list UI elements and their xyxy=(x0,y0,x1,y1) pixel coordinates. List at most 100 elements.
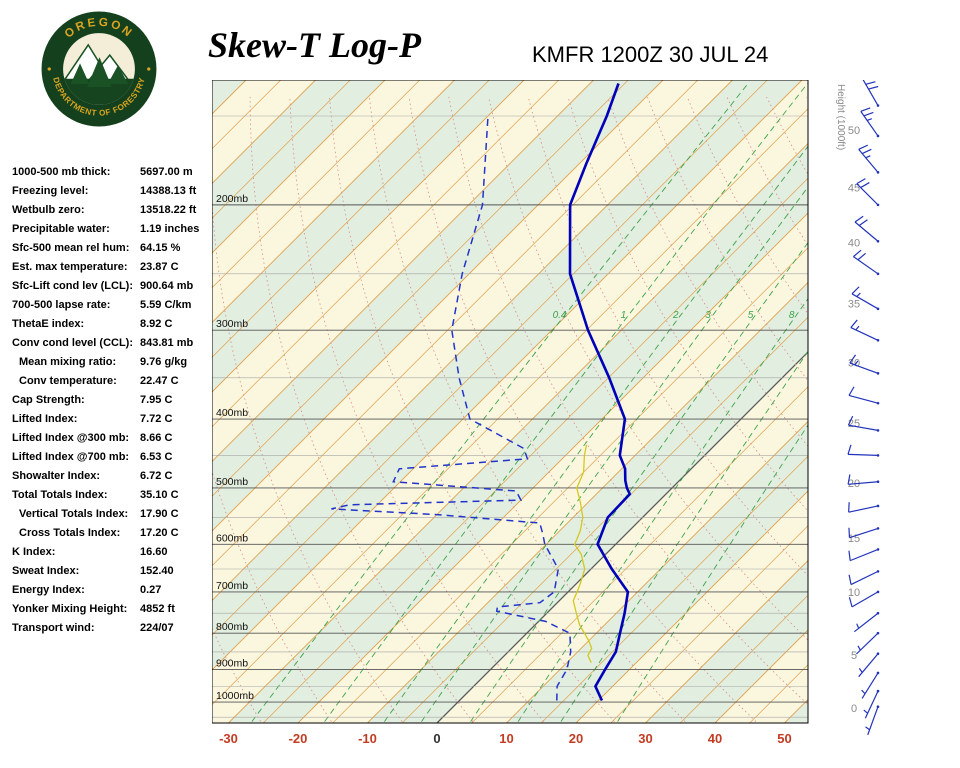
station-datetime: KMFR 1200Z 30 JUL 24 xyxy=(532,42,769,67)
stat-row: Sfc-Lift cond lev (LCL): 900.64 mb xyxy=(12,277,212,296)
stat-row: Transport wind: 224/07 xyxy=(12,619,212,638)
stat-value: 7.72 C xyxy=(140,413,173,425)
chart-border xyxy=(212,80,809,724)
svg-text:10: 10 xyxy=(848,587,860,599)
stat-label: Lifted Index @700 mb: xyxy=(12,451,130,463)
stat-row: Freezing level: 14388.13 ft xyxy=(12,182,212,201)
stat-row: Cross Totals Index: 17.20 C xyxy=(12,524,212,543)
svg-text:400mb: 400mb xyxy=(216,407,248,419)
stat-value: 6.72 C xyxy=(140,470,173,482)
svg-text:600mb: 600mb xyxy=(216,532,248,544)
stat-row: 1000-500 mb thick: 5697.00 m xyxy=(12,163,212,182)
stat-value: 843.81 mb xyxy=(140,337,194,349)
stat-value: 13518.22 ft xyxy=(140,204,197,216)
svg-text:300mb: 300mb xyxy=(216,318,248,330)
svg-text:200mb: 200mb xyxy=(216,193,248,205)
svg-text:-30: -30 xyxy=(219,731,238,746)
stat-row: Precipitable water: 1.19 inches xyxy=(12,220,212,239)
tree-icon xyxy=(87,57,112,87)
svg-text:5: 5 xyxy=(748,310,754,321)
wetbulb-curve xyxy=(572,444,593,663)
stat-value: 23.87 C xyxy=(140,261,179,273)
skewt-svg: 200mb 300mb 400mb 500mb 600mb 700mb 800mb 900mb… xyxy=(212,80,880,746)
stat-label: Showalter Index: xyxy=(12,470,101,482)
stat-value: 16.60 xyxy=(140,546,168,558)
svg-text:30: 30 xyxy=(638,731,652,746)
stat-row: K Index: 16.60 xyxy=(12,543,212,562)
stat-row: Showalter Index: 6.72 C xyxy=(12,467,212,486)
stat-value: 8.92 C xyxy=(140,318,173,330)
stats-panel: 1000-500 mb thick: 5697.00 m Freezing leve… xyxy=(12,163,212,638)
logo-dot xyxy=(147,67,151,71)
stat-row: Yonker Mixing Height: 4852 ft xyxy=(12,600,212,619)
svg-text:40: 40 xyxy=(708,731,722,746)
svg-text:30: 30 xyxy=(848,357,860,369)
x-axis-labels: -30 -20 -10 0 10 20 30 40 50 xyxy=(219,731,792,746)
svg-text:8: 8 xyxy=(789,310,795,321)
svg-text:0.4: 0.4 xyxy=(553,310,567,321)
stat-label: Cross Totals Index: xyxy=(19,527,121,539)
stat-value: 7.95 C xyxy=(140,394,173,406)
svg-text:35: 35 xyxy=(848,298,860,310)
page-title: Skew-T Log-P xyxy=(208,25,421,65)
stat-label: Freezing level: xyxy=(12,185,89,197)
stat-row: Sfc-500 mean rel hum: 64.15 % xyxy=(12,239,212,258)
stat-label: Sweat Index: xyxy=(12,565,80,577)
svg-text:800mb: 800mb xyxy=(216,621,248,633)
dewpoint-curve xyxy=(331,115,572,701)
svg-text:0: 0 xyxy=(851,703,857,715)
stat-value: 1.19 inches xyxy=(140,223,200,235)
stat-value: 8.66 C xyxy=(140,432,173,444)
stat-label: Precipitable water: xyxy=(12,223,110,235)
svg-text:50: 50 xyxy=(848,125,860,137)
svg-text:20: 20 xyxy=(569,731,583,746)
pressure-gridlines xyxy=(212,115,808,718)
odf-logo: OREGON DEPARTMENT OF FORESTRY xyxy=(41,11,157,127)
svg-text:10: 10 xyxy=(499,731,513,746)
svg-text:5: 5 xyxy=(851,650,857,662)
svg-text:15: 15 xyxy=(848,533,860,545)
stat-value: 9.76 g/kg xyxy=(140,356,188,368)
stat-label: 700-500 lapse rate: xyxy=(12,299,111,311)
stat-value: 35.10 C xyxy=(140,489,179,501)
svg-text:40: 40 xyxy=(848,238,860,250)
stat-row: Lifted Index @300 mb: 8.66 C xyxy=(12,429,212,448)
pressure-labels: 200mb 300mb 400mb 500mb 600mb 700mb 800mb 900mb… xyxy=(216,193,254,702)
temperature-curve xyxy=(568,83,632,702)
tree-icon xyxy=(70,63,90,84)
stat-label: Conv temperature: xyxy=(19,375,117,387)
stat-value: 17.20 C xyxy=(140,527,179,539)
chart-body xyxy=(212,80,808,723)
stat-label: Energy Index: xyxy=(12,584,85,596)
stat-row: ThetaE index: 8.92 C xyxy=(12,315,212,334)
stat-value: 224/07 xyxy=(140,622,174,634)
stat-label: Lifted Index @300 mb: xyxy=(12,432,130,444)
stat-label: Lifted Index: xyxy=(12,413,78,425)
stat-value: 900.64 mb xyxy=(140,280,194,292)
svg-text:-10: -10 xyxy=(358,731,377,746)
stat-label: Sfc-500 mean rel hum: xyxy=(12,242,130,254)
stat-row: 700-500 lapse rate: 5.59 C/km xyxy=(12,296,212,315)
dry-adiabats xyxy=(212,96,808,722)
stat-label: Mean mixing ratio: xyxy=(19,356,117,368)
stat-value: 64.15 % xyxy=(140,242,181,254)
stat-row: Energy Index: 0.27 xyxy=(12,581,212,600)
svg-text:-20: -20 xyxy=(289,731,308,746)
mixing-ratio-labels: 0.4 1 2 3 5 8 xyxy=(553,310,795,321)
tree-icon xyxy=(107,65,129,84)
stat-label: Total Totals Index: xyxy=(12,489,108,501)
isotherm-bands xyxy=(212,80,808,723)
stat-label: Cap Strength: xyxy=(12,394,85,406)
logo-dot xyxy=(47,67,51,71)
stat-label: Conv cond level (CCL): xyxy=(12,337,134,349)
stat-row: Conv cond level (CCL): 843.81 mb xyxy=(12,334,212,353)
svg-text:500mb: 500mb xyxy=(216,476,248,488)
wind-barbs xyxy=(847,80,880,736)
stat-row: Conv temperature: 22.47 C xyxy=(12,372,212,391)
svg-text:0: 0 xyxy=(433,731,440,746)
height-scale-title: Height (1000ft) xyxy=(835,84,846,150)
stat-row: Sweat Index: 152.40 xyxy=(12,562,212,581)
stat-value: 14388.13 ft xyxy=(140,185,197,197)
